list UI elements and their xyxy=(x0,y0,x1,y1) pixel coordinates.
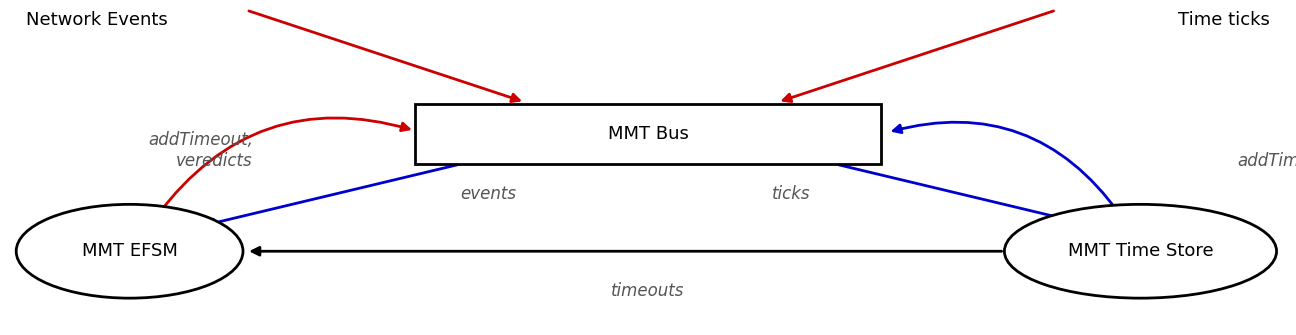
Text: Network Events: Network Events xyxy=(26,11,167,29)
Text: ticks: ticks xyxy=(771,185,810,203)
Text: MMT EFSM: MMT EFSM xyxy=(82,242,178,260)
Ellipse shape xyxy=(16,204,244,298)
Text: MMT Time Store: MMT Time Store xyxy=(1068,242,1213,260)
Text: events: events xyxy=(460,185,516,203)
Ellipse shape xyxy=(1004,204,1277,298)
Text: MMT Bus: MMT Bus xyxy=(608,125,688,143)
Text: addTimeout,
veredicts: addTimeout, veredicts xyxy=(148,131,253,170)
Text: timeouts: timeouts xyxy=(612,282,684,300)
FancyBboxPatch shape xyxy=(415,104,881,164)
Text: addTimeout: addTimeout xyxy=(1238,152,1296,170)
Text: Time ticks: Time ticks xyxy=(1178,11,1270,29)
